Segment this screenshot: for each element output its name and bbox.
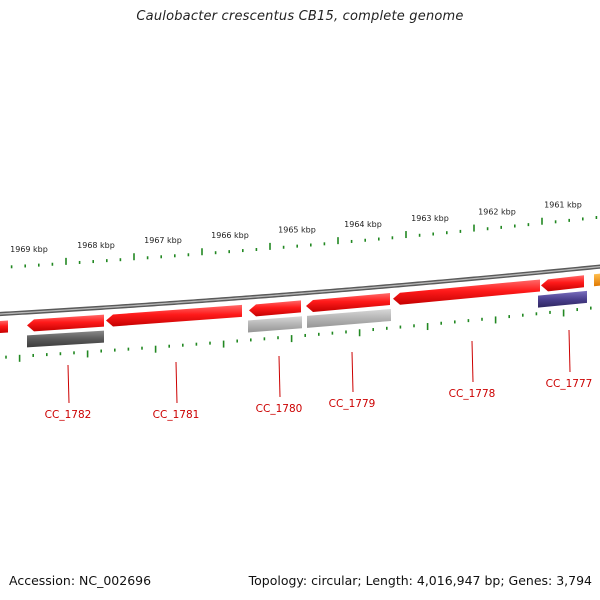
gene-label[interactable]: CC_1777: [546, 378, 593, 390]
gene-leader-line: [471, 340, 474, 383]
gene-leader-line: [67, 364, 70, 404]
feature-block[interactable]: [27, 330, 104, 348]
ruler-label: 1962 kbp: [478, 207, 516, 216]
ruler-label: 1966 kbp: [211, 231, 249, 240]
cds-arrow[interactable]: [0, 320, 8, 334]
ruler-labels: 1969 kbp 1968 kbp 1967 kbp 1966 kbp 1965 kbp…: [10, 201, 582, 255]
ruler-label: 1961 kbp: [544, 201, 582, 210]
feature-block[interactable]: [248, 316, 302, 333]
gene-label[interactable]: CC_1779: [329, 398, 376, 410]
cds-arrow[interactable]: [541, 275, 584, 292]
cds-arrow[interactable]: [393, 279, 540, 305]
gene-leader-line: [175, 361, 178, 404]
map-title: Caulobacter crescentus CB15, complete ge…: [136, 9, 464, 24]
gene-label[interactable]: CC_1780: [256, 403, 303, 415]
ruler-label: 1968 kbp: [77, 241, 115, 250]
cds-arrow[interactable]: [106, 304, 242, 327]
ruler-label: 1964 kbp: [344, 220, 382, 229]
gene-label[interactable]: CC_1778: [449, 388, 496, 400]
gene-label[interactable]: CC_1781: [153, 409, 200, 421]
feature-track: [27, 290, 587, 348]
gene-leader-line: [351, 351, 354, 393]
cds-arrow[interactable]: [306, 293, 390, 312]
accession-text: Accession: NC_002696: [9, 573, 152, 588]
outer-ruler-ticks: [10, 215, 598, 269]
inner-ruler-ticks: [5, 306, 592, 362]
gene-label[interactable]: CC_1782: [45, 409, 92, 421]
ruler-label: 1967 kbp: [144, 236, 182, 245]
cds-arrow[interactable]: [249, 300, 301, 317]
cds-arrow[interactable]: [27, 314, 104, 332]
backbone-track: [0, 264, 600, 317]
backbone-highlight: [0, 265, 600, 315]
gene-labels: CC_1782 CC_1781 CC_1780 CC_1779 CC_1778 CC_17…: [45, 329, 593, 421]
cds-arrow[interactable]: [594, 273, 600, 287]
ruler-label: 1969 kbp: [10, 245, 48, 254]
feature-block[interactable]: [538, 290, 587, 308]
genome-summary-text: Topology: circular; Length: 4,016,947 bp…: [248, 573, 592, 588]
feature-block[interactable]: [307, 308, 391, 328]
ruler-label: 1965 kbp: [278, 226, 316, 235]
cds-track: [0, 273, 600, 334]
gene-leader-line: [278, 355, 281, 398]
gene-leader-line: [568, 329, 571, 373]
ruler-label: 1963 kbp: [411, 214, 449, 223]
